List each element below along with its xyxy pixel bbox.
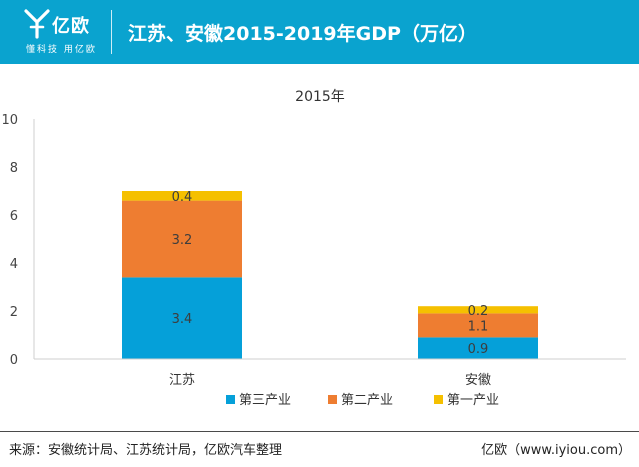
data-label: 0.2 xyxy=(468,304,489,319)
legend-label: 第一产业 xyxy=(447,393,499,408)
x-tick-label: 江苏 xyxy=(169,372,195,388)
legend-swatch xyxy=(434,395,443,404)
chart-title: 2015年 xyxy=(295,89,345,105)
y-axis: 0 2 4 6 8 10 xyxy=(1,113,35,368)
y-tick-label: 0 xyxy=(10,353,18,368)
data-label: 1.1 xyxy=(468,319,489,334)
y-tick-label: 10 xyxy=(1,113,18,128)
page-title: 江苏、安徽2015-2019年GDP（万亿） xyxy=(128,23,477,45)
y-tick-label: 2 xyxy=(10,305,18,320)
y-tick-label: 8 xyxy=(10,161,18,176)
bars: 3.4 3.2 0.4 0.9 1.10.2 xyxy=(122,190,538,359)
x-tick-label: 安徽 xyxy=(465,373,491,388)
legend-label: 第二产业 xyxy=(341,393,393,408)
header-divider xyxy=(111,10,112,54)
legend: 第三产业 第二产业 第一产业 xyxy=(226,393,499,408)
legend-swatch xyxy=(328,395,337,404)
data-label: 3.2 xyxy=(172,233,193,248)
x-axis: 江苏 安徽 xyxy=(34,358,626,388)
data-label: 3.4 xyxy=(172,312,193,327)
bar-segment xyxy=(122,277,242,359)
logo-name: 亿欧 xyxy=(52,16,90,37)
y-tick-label: 4 xyxy=(10,257,18,272)
footer-divider xyxy=(0,431,639,432)
logo-tagline: 懂科技 用亿欧 xyxy=(26,45,97,55)
bar-segment xyxy=(418,337,538,359)
y-tick-label: 6 xyxy=(10,209,18,224)
bar-segment xyxy=(418,306,538,314)
bar-segment xyxy=(418,313,538,338)
bar-segment xyxy=(122,191,242,201)
legend-swatch xyxy=(226,395,235,404)
header-bar: 亿欧 懂科技 用亿欧 江苏、安徽2015-2019年GDP（万亿） xyxy=(0,0,639,64)
legend-label: 第三产业 xyxy=(239,393,291,408)
data-label: 0.4 xyxy=(172,190,193,205)
source-note: 来源：安徽统计局、江苏统计局，亿欧汽车整理 xyxy=(9,443,283,458)
stacked-bar-chart: 2015年 0 2 4 6 8 10 3.4 3.2 0.4 0.9 1.10.2 江苏 安徽 第三… xyxy=(1,89,626,408)
credit-note: 亿欧（www.iyiou.com） xyxy=(481,443,631,458)
bar-segment xyxy=(122,200,242,278)
logo: 亿欧 懂科技 用亿欧 xyxy=(24,7,116,57)
chart-area: 2015年 0 2 4 6 8 10 3.4 3.2 0.4 0.9 1.1 0.2 江苏 安徽 第三… xyxy=(0,64,639,430)
data-label: 0.9 xyxy=(468,342,489,357)
logo-mark-icon xyxy=(24,9,50,39)
